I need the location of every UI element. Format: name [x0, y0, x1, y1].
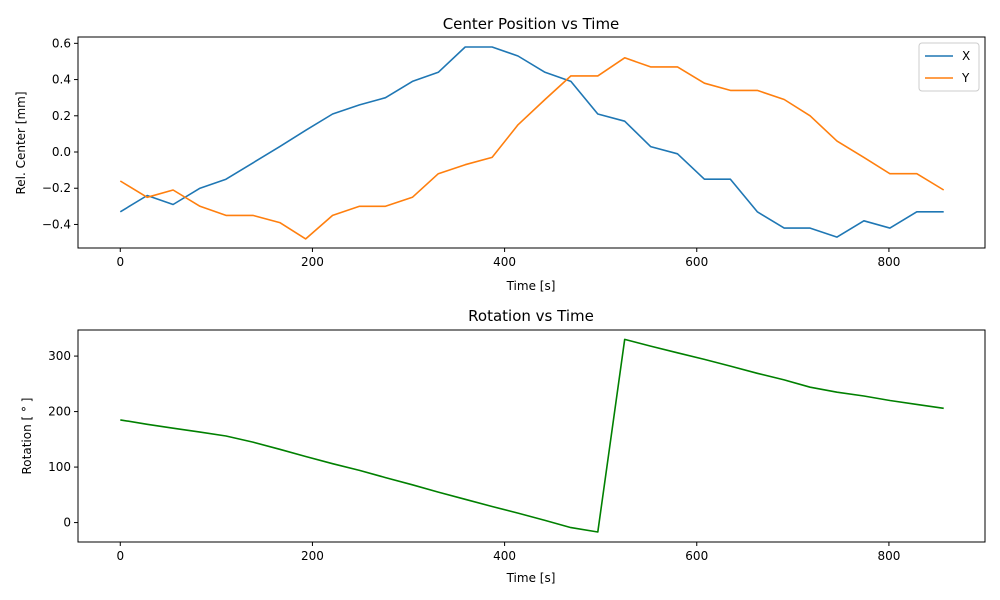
axes-frame: [77, 329, 986, 543]
legend-label-x: X: [962, 49, 970, 63]
y-tick-label: 0: [63, 516, 71, 530]
plot-area: [120, 338, 944, 533]
y-axis-ticks: −0.4 −0.2 0.0 0.2 0.4 0.6: [42, 36, 78, 231]
y-tick-label: 0.6: [52, 36, 71, 50]
y-tick-label: −0.4: [42, 217, 71, 231]
chart-title: Rotation vs Time: [468, 307, 594, 325]
x-tick-label: 800: [877, 255, 900, 269]
y-tick-label: 0.0: [52, 145, 71, 159]
y-tick-label: 0.2: [52, 109, 71, 123]
y-tick-label: 200: [48, 405, 71, 419]
rotation-chart: Rotation vs Time 0 200 400 600 800 0 100 200 30…: [20, 307, 986, 585]
chart-title: Center Position vs Time: [443, 15, 620, 33]
x-tick-label: 400: [493, 549, 516, 563]
x-axis-ticks: 0 200 400 600 800: [116, 248, 900, 269]
y-axis-ticks: 0 100 200 300: [48, 349, 78, 530]
x-tick-label: 600: [685, 549, 708, 563]
y-tick-label: 300: [48, 349, 71, 363]
legend-box: [918, 42, 980, 92]
y-tick-label: 100: [48, 460, 71, 474]
series-line-y: [119, 56, 945, 240]
center-position-chart: Center Position vs Time 0 200 400 600 800 −0…: [14, 15, 986, 293]
y-axis-label: Rel. Center [mm]: [14, 91, 28, 194]
series-line-x: [119, 46, 944, 238]
axes-frame: [77, 36, 986, 249]
x-tick-label: 800: [877, 549, 900, 563]
x-tick-label: 200: [301, 549, 324, 563]
x-axis-ticks: 0 200 400 600 800: [116, 542, 900, 563]
x-axis-label: Time [s]: [506, 571, 556, 585]
x-tick-label: 400: [493, 255, 516, 269]
x-axis-label: Time [s]: [506, 279, 556, 293]
legend: X Y: [918, 42, 980, 92]
legend-label-y: Y: [961, 71, 970, 85]
x-tick-label: 200: [301, 255, 324, 269]
x-tick-label: 0: [116, 549, 124, 563]
y-tick-label: −0.2: [42, 181, 71, 195]
y-tick-label: 0.4: [52, 73, 71, 87]
y-axis-label: Rotation [ ° ]: [20, 398, 34, 475]
series-line-rotation: [120, 338, 944, 533]
x-tick-label: 0: [116, 255, 124, 269]
plot-area: [119, 46, 945, 240]
x-tick-label: 600: [685, 255, 708, 269]
